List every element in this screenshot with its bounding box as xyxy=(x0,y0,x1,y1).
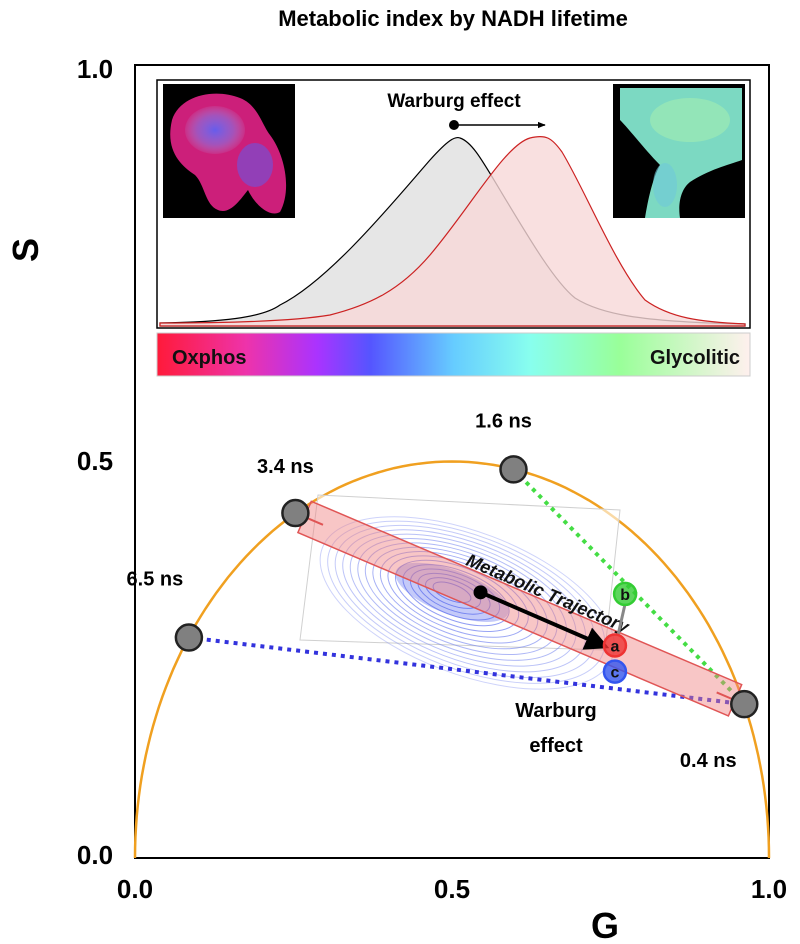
lifetime-markers: 6.5 ns 3.4 ns 1.6 ns 0.4 ns xyxy=(127,410,759,772)
x-axis-label: G xyxy=(591,905,619,944)
b-a-connector xyxy=(616,603,627,636)
x-tick-1: 1.0 xyxy=(751,874,787,904)
y-axis-label: S xyxy=(5,238,46,262)
lifetime-label-2: 1.6 ns xyxy=(475,410,532,432)
oxphos-cell-image xyxy=(163,84,295,218)
colorbar-left-label: Oxphos xyxy=(172,347,246,369)
lifetime-point-3 xyxy=(730,689,759,719)
y-tick-1: 1.0 xyxy=(77,54,113,84)
warburg-label-line1: Warburg xyxy=(515,700,596,722)
figure-title: Metabolic index by NADH lifetime xyxy=(278,6,628,31)
point-c xyxy=(602,659,628,684)
lifetime-label-1: 3.4 ns xyxy=(257,456,314,478)
universal-semicircle xyxy=(133,460,771,859)
point-a xyxy=(602,633,628,658)
colorbar xyxy=(156,332,751,377)
colorbar-right-label: Glycolitic xyxy=(650,347,740,369)
inset-warburg-label: Warburg effect xyxy=(387,91,521,112)
glycolytic-cell-image xyxy=(613,84,745,218)
point-label-b: b xyxy=(620,587,630,604)
phasor-contours xyxy=(319,516,615,690)
blue-dashed-line xyxy=(188,635,745,707)
lifetime-point-2 xyxy=(499,455,528,484)
x-tick-0: 0.0 xyxy=(117,874,153,904)
lifetime-label-3: 0.4 ns xyxy=(680,750,737,772)
red-distribution xyxy=(159,135,746,327)
point-label-c: c xyxy=(610,665,619,682)
warburg-label-line2: effect xyxy=(529,735,583,757)
lifetime-point-0 xyxy=(174,623,204,652)
trajectory-arrow xyxy=(479,590,610,650)
lifetime-label-0: 6.5 ns xyxy=(127,569,184,591)
x-tick-05: 0.5 xyxy=(434,874,470,904)
point-b xyxy=(612,581,638,607)
lifetime-point-1 xyxy=(281,498,310,528)
y-tick-05: 0.5 xyxy=(77,446,113,476)
plot-frame xyxy=(134,64,770,859)
inset-panel: Warburg effect Oxphos Glycolitic xyxy=(156,79,751,377)
abc-points: b ac xyxy=(602,581,638,684)
point-label-a: a xyxy=(610,638,619,655)
y-tick-0: 0.0 xyxy=(77,840,113,870)
